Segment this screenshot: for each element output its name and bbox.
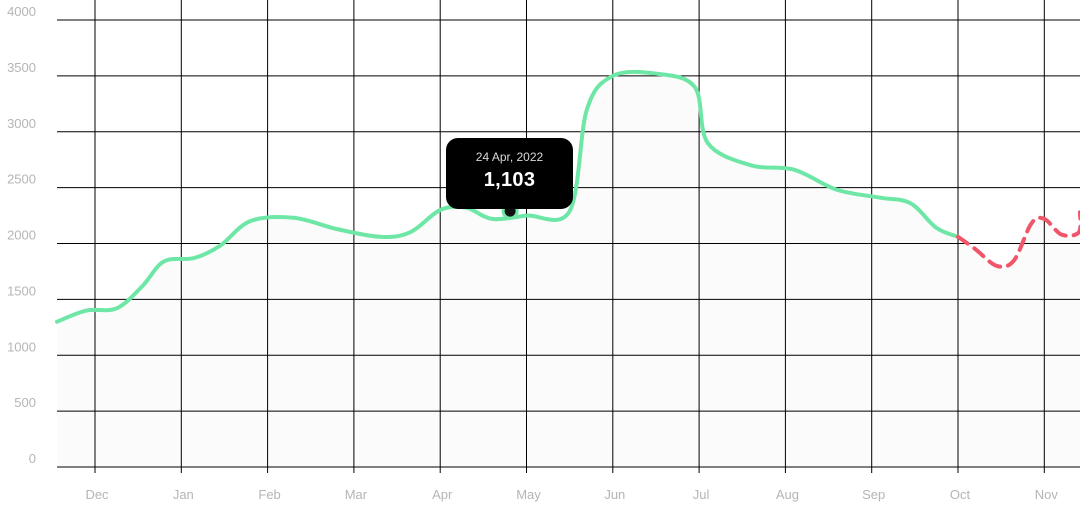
x-tick-label: Feb [258,487,280,502]
x-tick-label: May [516,487,541,502]
forecast-area [958,212,1080,467]
x-tick-label: Mar [345,487,368,502]
x-tick-label: Dec [85,487,109,502]
y-tick-label: 500 [14,395,36,410]
y-tick-label: 1500 [7,283,36,298]
tooltip-date: 24 Apr, 2022 [475,150,544,164]
x-tick-label: Nov [1035,487,1059,502]
y-tick-label: 3500 [7,60,36,75]
y-tick-label: 2000 [7,228,36,243]
tooltip-value: 1,103 [483,169,536,191]
tooltip: 24 Apr, 2022 1,103 [446,138,573,209]
x-tick-label: Jul [693,487,710,502]
x-tick-label: Aug [776,487,799,502]
x-tick-label: Apr [432,487,453,502]
x-tick-label: Oct [950,487,971,502]
y-tick-label: 0 [29,451,36,466]
actual-area [57,71,958,467]
y-tick-label: 4000 [7,4,36,19]
y-tick-label: 2500 [7,172,36,187]
x-tick-label: Jun [604,487,625,502]
y-tick-label: 3000 [7,116,36,131]
y-tick-label: 1000 [7,339,36,354]
x-tick-label: Jan [173,487,194,502]
x-tick-label: Sep [862,487,885,502]
forecast-series-line [956,210,1080,269]
actual-series-line [55,69,960,324]
